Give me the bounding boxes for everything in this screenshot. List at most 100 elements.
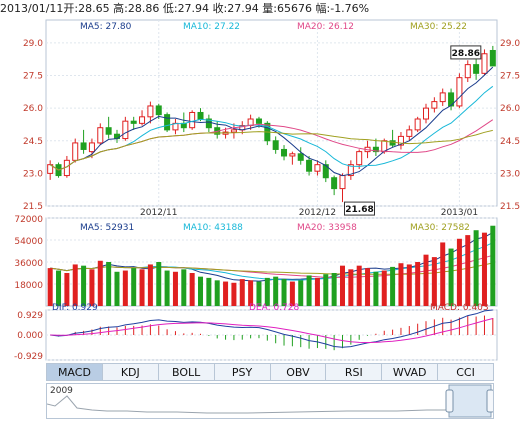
volume-bar bbox=[122, 270, 128, 306]
volume-bar bbox=[56, 270, 62, 306]
candle-body bbox=[423, 107, 430, 120]
volume-ma-legend: MA10: 43188 bbox=[183, 223, 243, 233]
volume-bar bbox=[415, 262, 421, 306]
volume-bar bbox=[223, 281, 229, 306]
candle-body bbox=[356, 151, 363, 166]
volume-bar bbox=[481, 232, 487, 306]
volume-tick: 18000 bbox=[14, 281, 43, 291]
macd-tick: 0.929 bbox=[17, 311, 43, 321]
candle-body bbox=[414, 118, 421, 131]
tab-cci[interactable]: CCI bbox=[438, 363, 494, 381]
volume-bar bbox=[106, 262, 112, 306]
volume-bar bbox=[273, 276, 279, 306]
volume-bar bbox=[348, 269, 354, 306]
macd-tick: 0.000 bbox=[17, 331, 43, 341]
candle-body bbox=[431, 101, 438, 109]
volume-bar bbox=[339, 265, 345, 306]
candle-body bbox=[456, 77, 463, 107]
macd-tick: -0.929 bbox=[14, 352, 43, 362]
volume-bar bbox=[490, 225, 496, 306]
volume-bar bbox=[206, 277, 212, 306]
candle-body bbox=[481, 53, 488, 74]
low-value: 27.94 bbox=[177, 2, 210, 15]
candle-body bbox=[122, 120, 129, 140]
tab-wvad[interactable]: WVAD bbox=[382, 363, 439, 381]
candle-body bbox=[197, 111, 204, 120]
candle-body bbox=[247, 118, 254, 127]
candle-body bbox=[439, 92, 446, 103]
candle-body bbox=[139, 116, 146, 124]
price-tick-right: 24.5 bbox=[500, 137, 520, 147]
candle-body bbox=[164, 114, 171, 131]
candle-body bbox=[297, 153, 304, 161]
volume-bar bbox=[331, 273, 337, 306]
volume-bar bbox=[172, 271, 178, 306]
volume-bar bbox=[239, 279, 245, 306]
dea-legend: DEA: 0.728 bbox=[249, 303, 300, 313]
candle-body bbox=[406, 129, 413, 137]
volume-bar bbox=[314, 277, 320, 306]
volume-bar bbox=[406, 264, 412, 306]
price-tick-right: 26.0 bbox=[500, 104, 520, 114]
date-label: 2012/11 bbox=[140, 208, 177, 218]
candle-body bbox=[130, 120, 137, 124]
candle-body bbox=[205, 118, 212, 129]
volume-bar bbox=[473, 230, 479, 306]
tab-macd[interactable]: MACD bbox=[46, 363, 103, 381]
price-ma-legend: MA20: 26.12 bbox=[297, 22, 354, 32]
volume-ma-legend: MA5: 52931 bbox=[80, 223, 134, 233]
volume-tick: 72000 bbox=[14, 215, 43, 225]
volume-bar bbox=[465, 235, 471, 306]
range-navigator[interactable] bbox=[46, 383, 494, 419]
high-callout-box bbox=[450, 45, 482, 60]
tab-psy[interactable]: PSY bbox=[214, 363, 271, 381]
candle-body bbox=[289, 153, 296, 157]
candle-body bbox=[322, 164, 329, 179]
volume-bar bbox=[390, 266, 396, 306]
price-tick-right: 21.5 bbox=[500, 202, 520, 212]
dea-line bbox=[50, 318, 493, 344]
volume-bar bbox=[381, 270, 387, 306]
price-tick-left: 24.5 bbox=[23, 137, 43, 147]
candle-body bbox=[155, 105, 162, 116]
candle-body bbox=[72, 142, 79, 161]
navigator-handle-left[interactable] bbox=[445, 389, 454, 413]
volume-bar bbox=[47, 268, 53, 306]
volume-bar bbox=[164, 270, 170, 306]
volume-bar bbox=[97, 260, 103, 306]
low-callout: 21.68 bbox=[345, 205, 373, 215]
tab-kdj[interactable]: KDJ bbox=[102, 363, 159, 381]
candle-body bbox=[97, 127, 104, 144]
tab-obv[interactable]: OBV bbox=[270, 363, 327, 381]
navigator-history-line bbox=[47, 395, 447, 414]
candle-body bbox=[389, 140, 396, 146]
volume-bar bbox=[373, 271, 379, 306]
tab-rsi[interactable]: RSI bbox=[326, 363, 383, 381]
candle-body bbox=[339, 175, 346, 190]
volume-bar bbox=[281, 279, 287, 306]
candle-body bbox=[372, 146, 379, 153]
volume-bar bbox=[156, 262, 162, 306]
volume-bar bbox=[231, 282, 237, 306]
high-value: 28.86 bbox=[127, 2, 160, 15]
candle-body bbox=[189, 111, 196, 129]
candle-body bbox=[306, 159, 313, 172]
tab-boll[interactable]: BOLL bbox=[158, 363, 215, 381]
candle-body bbox=[230, 129, 237, 133]
candle-body bbox=[331, 177, 338, 190]
volume-bar bbox=[181, 269, 187, 306]
change-value: -1.76% bbox=[330, 2, 370, 15]
low-label: 低: bbox=[162, 2, 178, 15]
price-tick-left: 21.5 bbox=[23, 202, 43, 212]
low-callout-box bbox=[343, 201, 375, 216]
close-label: 收: bbox=[212, 2, 228, 15]
volume-bar bbox=[72, 264, 78, 306]
close-value: 27.94 bbox=[227, 2, 259, 15]
navigator-handle-right[interactable] bbox=[486, 389, 493, 413]
volume-bar bbox=[131, 268, 137, 306]
open-label: 开: bbox=[63, 2, 79, 15]
volume-bar bbox=[198, 276, 204, 306]
ma10-line bbox=[49, 85, 494, 171]
candle-body bbox=[281, 148, 288, 157]
